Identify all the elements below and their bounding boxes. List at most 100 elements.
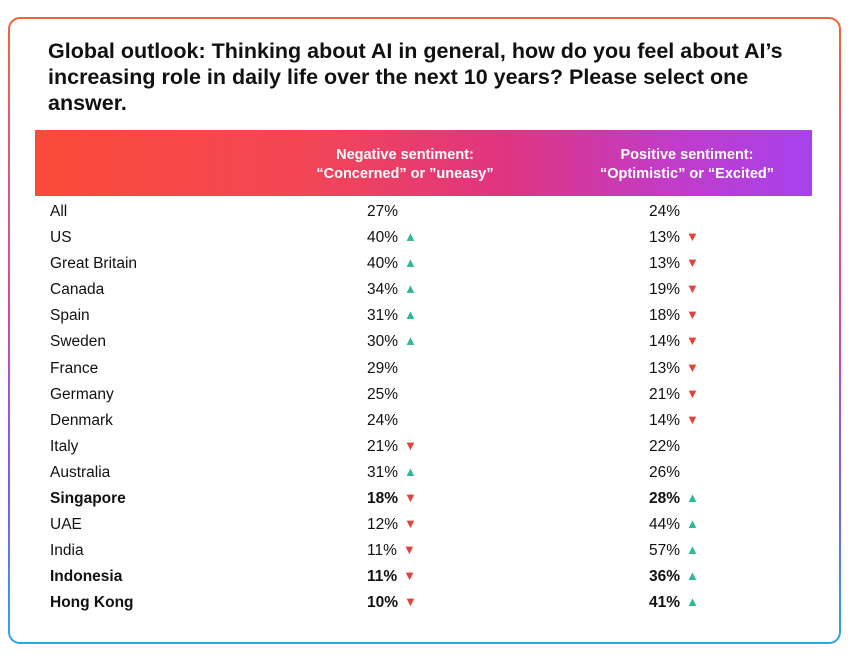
positive-sentiment-value: 44% <box>649 516 681 534</box>
negative-sentiment-value: 11% <box>367 542 397 560</box>
positive-sentiment-value: 22% <box>649 437 681 455</box>
negative-sentiment-value: 24% <box>367 411 399 429</box>
positive-sentiment-cell: 28% ▲ <box>649 490 699 508</box>
triangle-down-icon: ▼ <box>686 307 699 323</box>
country-label: Canada <box>50 281 105 299</box>
column-header-positive: Positive sentiment: “Optimistic” or “Exc… <box>537 146 837 184</box>
country-label: Sweden <box>50 333 107 351</box>
negative-sentiment-cell: 31% ▲ <box>367 307 417 325</box>
triangle-down-icon: ▼ <box>686 411 699 427</box>
triangle-down-icon: ▼ <box>686 255 699 271</box>
positive-sentiment-cell: 19% ▼ <box>649 281 699 299</box>
negative-sentiment-cell: 40% ▲ <box>367 229 417 247</box>
triangle-down-icon: ▼ <box>404 437 417 453</box>
triangle-down-icon: ▼ <box>404 490 417 506</box>
positive-sentiment-value: 57% <box>649 542 681 560</box>
positive-sentiment-cell: 14% ▼ <box>649 412 699 430</box>
table-row: Singapore 18% ▼ 28% ▲ <box>35 487 812 513</box>
positive-sentiment-cell: 57% ▲ <box>649 542 699 560</box>
table-row: Denmark 24% 14% ▼ <box>35 409 812 435</box>
positive-sentiment-cell: 41% ▲ <box>649 594 699 612</box>
negative-sentiment-cell: 10% ▼ <box>367 594 417 612</box>
positive-sentiment-cell: 13% ▼ <box>649 255 699 273</box>
country-label: Singapore <box>50 490 126 508</box>
column-header-negative-line1: Negative sentiment: <box>336 147 474 163</box>
table-row: UAE 12% ▼ 44% ▲ <box>35 513 812 539</box>
triangle-up-icon: ▲ <box>404 281 417 297</box>
negative-sentiment-value: 30% <box>367 333 399 351</box>
country-label: Great Britain <box>50 255 138 273</box>
triangle-up-icon: ▲ <box>686 542 699 558</box>
country-label: US <box>50 229 72 247</box>
triangle-down-icon: ▼ <box>686 385 699 401</box>
table-row: Indonesia 11% ▼ 36% ▲ <box>35 565 812 591</box>
positive-sentiment-cell: 36% ▲ <box>649 568 699 586</box>
table-row: Hong Kong 10% ▼ 41% ▲ <box>35 591 812 617</box>
table-row: Spain 31% ▲ 18% ▼ <box>35 304 812 330</box>
positive-sentiment-cell: 21% ▼ <box>649 386 699 404</box>
triangle-up-icon: ▲ <box>404 229 417 245</box>
card-border <box>8 17 841 644</box>
table-row: Australia 31% ▲ 26% <box>35 461 812 487</box>
positive-sentiment-cell: 22% <box>649 438 680 456</box>
country-label: France <box>50 359 99 377</box>
positive-sentiment-cell: 13% ▼ <box>649 360 699 378</box>
column-header-positive-line2: “Optimistic” or “Excited” <box>599 166 775 182</box>
card <box>10 19 839 642</box>
country-label: Denmark <box>50 411 113 429</box>
table-row: France 29% 13% ▼ <box>35 357 812 383</box>
table-row: Germany 25% 21% ▼ <box>35 383 812 409</box>
positive-sentiment-value: 13% <box>649 255 681 273</box>
triangle-up-icon: ▲ <box>686 516 699 532</box>
negative-sentiment-value: 29% <box>367 359 399 377</box>
page-title: Global outlook: Thinking about AI in gen… <box>48 39 783 115</box>
triangle-down-icon: ▼ <box>686 281 699 297</box>
triangle-down-icon: ▼ <box>686 359 699 375</box>
country-label: Spain <box>50 307 90 325</box>
negative-sentiment-value: 40% <box>367 229 399 247</box>
negative-sentiment-value: 25% <box>367 385 399 403</box>
negative-sentiment-cell: 31% ▲ <box>367 464 417 482</box>
table-body: All 27% 24% US 40% ▲ 13% ▼ Great Britain 40% ▲ 13% ▼… <box>35 200 812 618</box>
triangle-down-icon: ▼ <box>404 594 417 610</box>
negative-sentiment-cell: 24% <box>367 412 398 430</box>
triangle-up-icon: ▲ <box>404 255 417 271</box>
positive-sentiment-value: 18% <box>649 307 681 325</box>
negative-sentiment-cell: 29% <box>367 360 398 378</box>
triangle-down-icon: ▼ <box>403 568 417 584</box>
positive-sentiment-cell: 13% ▼ <box>649 229 699 247</box>
positive-sentiment-value: 26% <box>649 463 681 481</box>
positive-sentiment-value: 24% <box>649 203 681 220</box>
positive-sentiment-cell: 18% ▼ <box>649 307 699 325</box>
positive-sentiment-cell: 44% ▲ <box>649 516 699 534</box>
table-header: Negative sentiment: “Concerned” or ”unea… <box>35 130 812 196</box>
negative-sentiment-value: 31% <box>367 307 399 325</box>
country-label: Germany <box>50 385 114 403</box>
negative-sentiment-cell: 27% <box>367 203 398 221</box>
country-label: Hong Kong <box>50 594 134 612</box>
triangle-up-icon: ▲ <box>404 307 417 323</box>
column-header-negative-line2: “Concerned” or ”uneasy” <box>316 166 494 182</box>
country-label: Australia <box>50 463 111 481</box>
positive-sentiment-value: 13% <box>649 229 681 247</box>
negative-sentiment-value: 12% <box>367 516 399 534</box>
negative-sentiment-cell: 11% ▼ <box>367 542 416 560</box>
positive-sentiment-value: 19% <box>649 281 681 299</box>
table-row: Sweden 30% ▲ 14% ▼ <box>35 330 812 356</box>
negative-sentiment-value: 27% <box>367 203 399 220</box>
country-label: All <box>50 203 68 220</box>
table-row: US 40% ▲ 13% ▼ <box>35 226 812 252</box>
positive-sentiment-value: 36% <box>649 568 681 586</box>
triangle-down-icon: ▼ <box>686 229 699 245</box>
positive-sentiment-cell: 26% <box>649 464 680 482</box>
table-row: India 11% ▼ 57% ▲ <box>35 539 812 565</box>
negative-sentiment-value: 21% <box>367 437 399 455</box>
table-row: Canada 34% ▲ 19% ▼ <box>35 278 812 304</box>
positive-sentiment-value: 28% <box>649 490 681 508</box>
positive-sentiment-cell: 24% <box>649 203 680 221</box>
negative-sentiment-cell: 34% ▲ <box>367 281 417 299</box>
positive-sentiment-value: 13% <box>649 359 681 377</box>
triangle-up-icon: ▲ <box>686 490 699 506</box>
country-label: India <box>50 542 84 560</box>
column-header-positive-line1: Positive sentiment: <box>620 147 754 163</box>
